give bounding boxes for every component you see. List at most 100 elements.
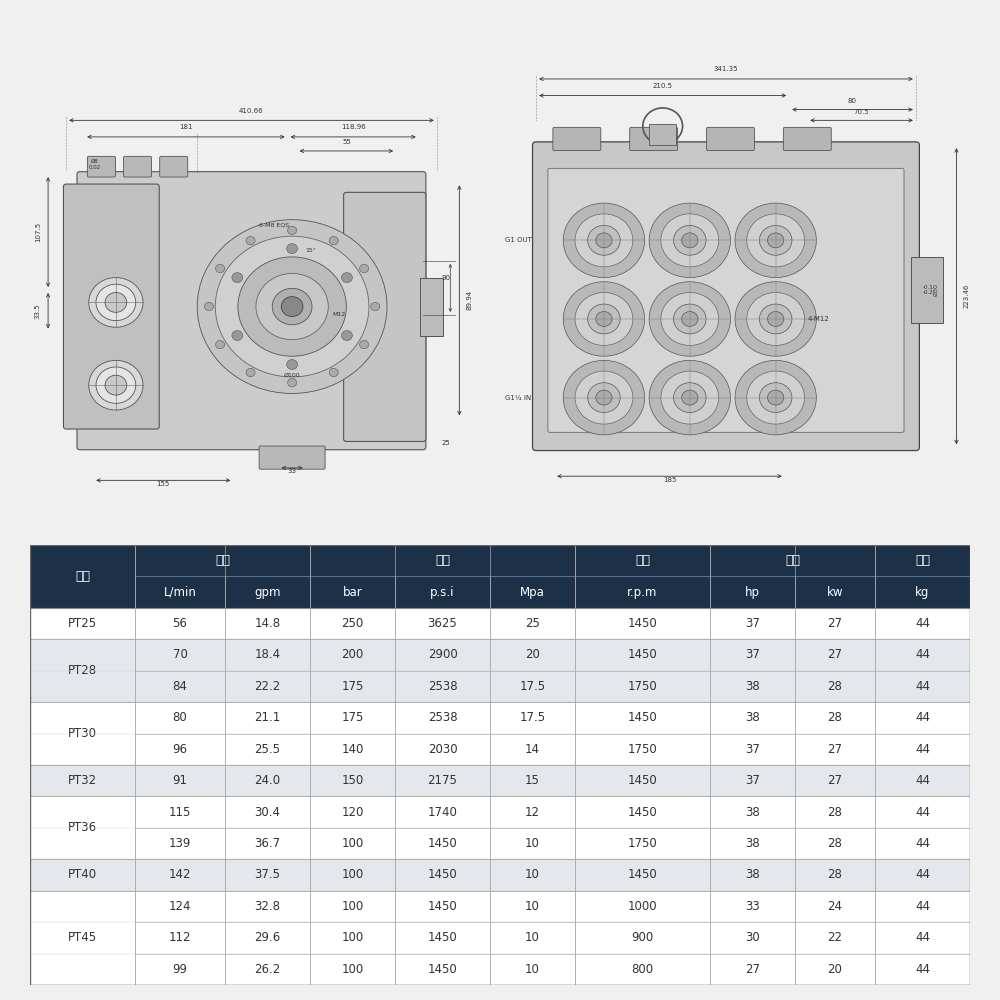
FancyBboxPatch shape [344, 192, 426, 441]
Text: 100: 100 [341, 900, 364, 913]
Bar [225, 702, 310, 734]
Bar [310, 671, 395, 702]
Circle shape [281, 297, 303, 316]
Circle shape [682, 312, 698, 326]
Bar [135, 702, 225, 734]
Text: G1 OUT: G1 OUT [505, 237, 532, 243]
Text: 44: 44 [915, 931, 930, 944]
Circle shape [649, 360, 730, 435]
Text: 1450: 1450 [628, 617, 657, 630]
Text: 800: 800 [631, 963, 654, 976]
Bar [395, 608, 490, 639]
Text: 1450: 1450 [628, 711, 657, 724]
Circle shape [575, 371, 633, 424]
Text: PT40: PT40 [68, 868, 97, 881]
Bar [310, 765, 395, 796]
Circle shape [105, 292, 127, 312]
Circle shape [596, 312, 612, 326]
Text: 142: 142 [169, 868, 191, 881]
Text: 1450: 1450 [628, 806, 657, 819]
Bar [310, 702, 395, 734]
Bar [30, 545, 135, 608]
Text: r.p.m: r.p.m [627, 586, 658, 599]
Text: M12: M12 [333, 312, 346, 317]
Bar [225, 765, 310, 796]
Bar [395, 639, 490, 671]
Bar [225, 639, 310, 671]
Circle shape [287, 360, 298, 369]
Bar [911, 257, 943, 323]
Bar [875, 891, 970, 922]
Bar [795, 954, 875, 985]
Bar [875, 639, 970, 671]
Text: 185: 185 [663, 477, 676, 483]
Text: 37: 37 [745, 774, 760, 787]
Bar [30, 702, 135, 765]
Bar [875, 922, 970, 954]
Bar [875, 545, 970, 576]
Circle shape [288, 379, 297, 387]
Text: PT32: PT32 [68, 774, 97, 787]
Bar [490, 891, 575, 922]
Text: 重量: 重量 [915, 554, 930, 567]
Text: 型号: 型号 [75, 570, 90, 583]
Text: 17.5: 17.5 [519, 711, 546, 724]
Bar [30, 796, 135, 859]
Text: PT30: PT30 [68, 727, 97, 740]
Text: 37: 37 [745, 743, 760, 756]
Text: 20: 20 [828, 963, 842, 976]
Bar [490, 859, 575, 891]
Bar [710, 796, 795, 828]
FancyBboxPatch shape [783, 127, 831, 151]
Text: 250: 250 [341, 617, 364, 630]
Bar [135, 608, 225, 639]
Circle shape [735, 360, 816, 435]
Bar [225, 734, 310, 765]
Bar [490, 765, 575, 796]
Circle shape [238, 257, 346, 356]
Bar [310, 891, 395, 922]
Text: 27: 27 [828, 743, 842, 756]
Text: 1450: 1450 [428, 931, 457, 944]
Circle shape [256, 273, 328, 340]
Bar [395, 702, 490, 734]
Bar [710, 608, 795, 639]
Text: 56: 56 [173, 617, 187, 630]
Bar [649, 124, 676, 145]
Bar [135, 796, 225, 828]
Text: Ø30: Ø30 [934, 284, 939, 296]
Bar [875, 702, 970, 734]
Bar [795, 671, 875, 702]
Bar [710, 545, 875, 576]
Text: 55: 55 [342, 139, 351, 145]
Bar [710, 734, 795, 765]
Bar [310, 859, 395, 891]
Bar [395, 765, 490, 796]
Bar [490, 922, 575, 954]
Circle shape [246, 236, 255, 245]
Text: 18.4: 18.4 [254, 648, 281, 662]
Bar [575, 891, 710, 922]
Circle shape [649, 203, 730, 278]
Text: G1¼ IN: G1¼ IN [505, 395, 532, 401]
Bar [135, 639, 225, 671]
Circle shape [596, 390, 612, 405]
Bar [225, 922, 310, 954]
Text: 转速: 转速 [635, 554, 650, 567]
FancyBboxPatch shape [87, 156, 115, 177]
Text: 38: 38 [745, 868, 760, 881]
Circle shape [735, 203, 816, 278]
Bar [225, 891, 310, 922]
Text: 1740: 1740 [428, 806, 457, 819]
Text: Ø8
0.02: Ø8 0.02 [89, 159, 101, 170]
Text: 28: 28 [828, 868, 842, 881]
FancyBboxPatch shape [160, 156, 188, 177]
Text: PT25: PT25 [68, 617, 97, 630]
Text: 32.8: 32.8 [254, 900, 280, 913]
Text: 155: 155 [157, 481, 170, 487]
Bar [135, 859, 225, 891]
Text: Ø100: Ø100 [284, 373, 300, 378]
Bar [395, 828, 490, 859]
Text: 1750: 1750 [628, 743, 657, 756]
Bar [575, 922, 710, 954]
